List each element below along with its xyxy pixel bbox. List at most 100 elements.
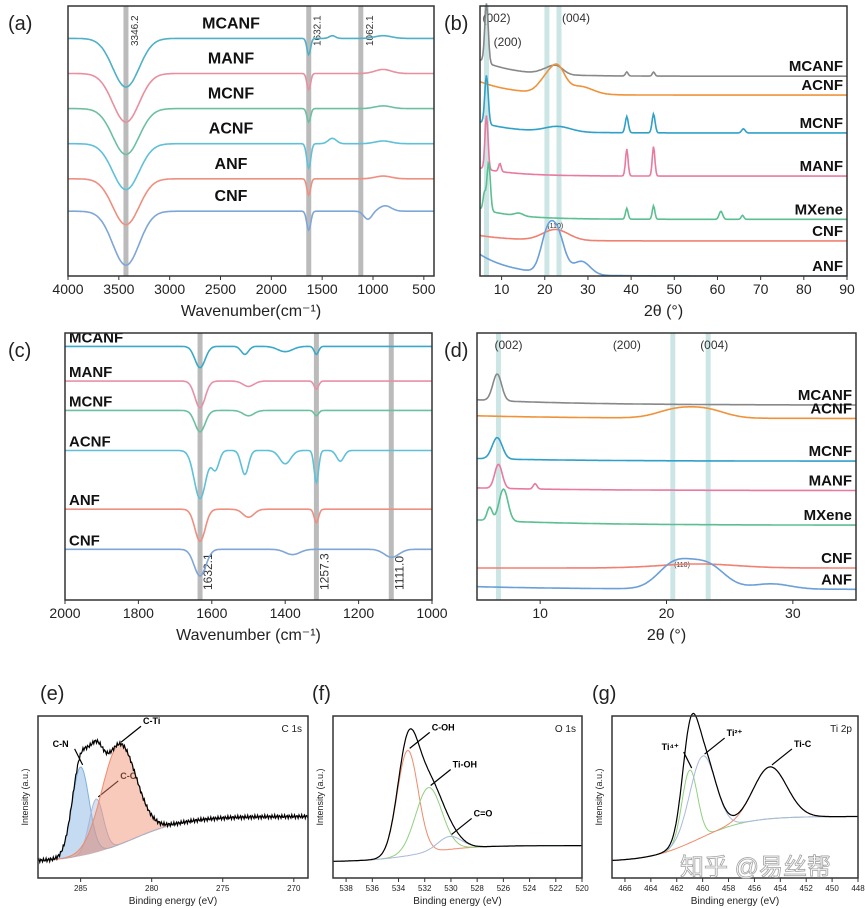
reference-band [495,333,501,600]
envelope-line [333,728,582,862]
series-label: CNF [215,188,248,205]
reference-band [556,6,562,276]
annotation-200: (200) [613,338,641,352]
series-line-acnf [479,63,847,96]
x-tick-label: 456 [748,884,762,893]
marker-label: 1111.0 [392,556,406,590]
reference-line [197,333,203,600]
x-tick-label: 3500 [103,281,134,297]
series-label: ANF [821,571,852,588]
series-label: MANF [208,51,254,68]
x-axis-label: 2θ (°) [647,627,686,644]
x-tick-label: 452 [800,884,814,893]
series-label: ACNF [69,433,111,450]
marker-label: 1257.3 [317,553,331,590]
series-line-mxene [479,160,847,221]
component-fill [38,744,308,861]
x-tick-label: 464 [644,884,658,893]
x-axis-label: Binding energy (eV) [691,896,779,907]
x-tick-label: 532 [418,884,432,893]
spectrum-title: C 1s [281,724,302,735]
watermark: 知乎 @易丝帮 [680,854,831,881]
plot-frame [64,332,433,601]
marker-label: 1632.1 [201,553,215,590]
x-tick-label: 2500 [205,281,236,297]
arrow [704,737,726,755]
series-line-manf [68,68,434,123]
x-tick-label: 2000 [256,281,287,297]
component-label: C-OH [432,722,455,732]
plot-frame [37,715,309,879]
annotation-002: (002) [482,11,510,25]
annotation-110: (110) [674,562,690,569]
x-tick-label: 526 [497,884,511,893]
x-tick-label: 3000 [154,281,185,297]
series-line-cnf [68,205,434,267]
envelope-line [611,712,858,862]
series-line-cnf [479,228,847,242]
series-label: MCNF [208,86,254,103]
x-tick-label: 462 [670,884,684,893]
x-axis-label: Wavenumber (cm⁻¹) [176,627,321,644]
series-label: ACNF [209,121,254,138]
series-label: ANF [812,258,843,275]
x-tick-label: 275 [216,884,230,893]
x-tick-label: 1600 [196,605,227,621]
series-line-mcnf [68,105,434,156]
x-tick-label: 20 [659,605,675,621]
x-tick-label: 524 [523,884,537,893]
x-tick-label: 450 [825,884,839,893]
series-label: CNF [69,532,100,549]
series-line-mcanf [68,34,434,88]
panel-a: (a) 3346.2 1632.1 1062.1 MCANF MANF MCNF ACNF AN… [8,5,436,320]
component-label: Ti⁴⁺ [662,742,679,752]
x-tick-label: 2000 [49,605,80,621]
reference-line [388,333,394,600]
plot-frame [479,5,848,277]
series-label: CNF [821,550,852,567]
x-tick-label: 500 [412,281,436,297]
panel-label: (a) [8,13,32,35]
plot-frame [332,715,583,879]
annotation-002: (002) [494,338,522,352]
component-label: C-N [53,739,69,749]
x-tick-label: 90 [839,281,855,297]
x-tick-label: 536 [366,884,380,893]
series-label: MCNF [809,443,852,460]
x-tick-label: 80 [796,281,812,297]
y-axis-label: Intensity (a.u.) [20,768,30,825]
x-tick-label: 1200 [343,605,374,621]
series-label: MCANF [69,329,123,346]
x-tick-label: 1400 [270,605,301,621]
series-line-manf [477,463,856,492]
component-label: C-Ti [143,716,160,726]
marker-label: 3346.2 [130,15,141,46]
panel-label: (f) [312,683,331,705]
panel-g: (g) Ti⁴⁺ Ti²⁺ Ti-C Ti 2p Intensity (a.u.) 466 4… [592,683,865,907]
arrow [120,725,142,743]
marker-label: 1062.1 [365,15,376,46]
component-curve [611,766,858,861]
reference-line [306,6,312,276]
x-tick-label: 30 [580,281,596,297]
series-label: MANF [69,364,112,381]
series-line-mcnf [65,409,432,433]
x-tick-label: 10 [494,281,510,297]
x-tick-label: 460 [696,884,710,893]
series-line-cnf [65,548,432,577]
panel-label: (g) [592,683,616,705]
x-tick-label: 528 [470,884,484,893]
arrow [74,748,84,766]
x-tick-label: 522 [549,884,563,893]
component-label: C-C [120,771,136,781]
series-line-mcanf [479,3,847,77]
series-line-mcanf [65,345,432,369]
series-label: MCANF [789,58,843,75]
reference-line [123,6,129,276]
series-label: MXene [804,507,852,524]
reference-band [483,6,489,276]
x-tick-label: 534 [392,884,406,893]
